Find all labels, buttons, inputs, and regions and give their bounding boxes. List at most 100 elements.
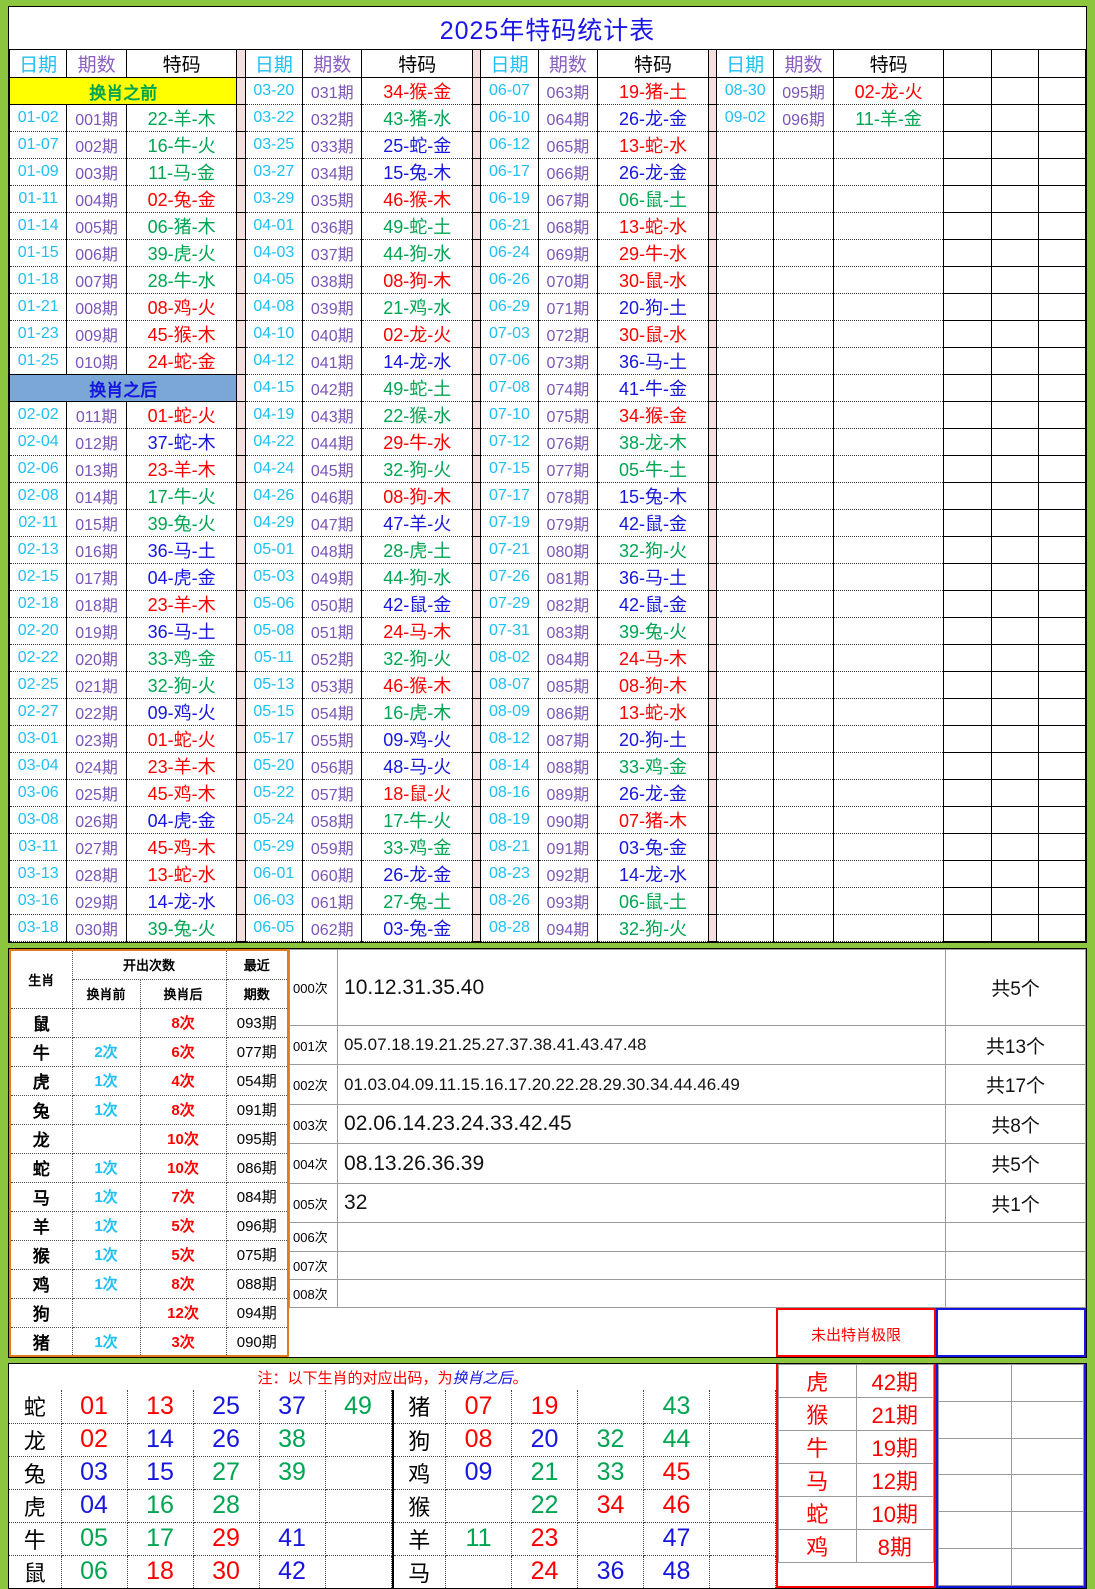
- frequency-numbers: 10.12.31.35.40: [337, 949, 946, 1026]
- cell-date: 03-16: [8, 887, 68, 915]
- zodiac-number-grid-right: 猪 07 19 43 狗 08 20 32 44 鸡 09 21 33 45 猴 22 34 46 羊 11 23 47 马…: [393, 1390, 776, 1588]
- col-header-issue: 期数: [66, 49, 127, 78]
- cell-issue: 070期: [537, 266, 599, 294]
- grid-number: 09: [445, 1456, 512, 1490]
- cell-date: [715, 725, 775, 753]
- col-header-code: 特码: [361, 49, 474, 78]
- zodiac-after-count: 8次: [140, 1008, 227, 1038]
- column-separator: [707, 239, 717, 267]
- cell-code: 20-狗-土: [597, 725, 709, 753]
- cell-issue: 031期: [302, 77, 363, 105]
- column-separator: [472, 347, 482, 375]
- column-separator: [236, 401, 246, 429]
- cell-issue: 017期: [66, 563, 127, 591]
- cell-date: 02-22: [8, 644, 68, 672]
- cell-issue: 072期: [537, 320, 599, 348]
- zodiac-row: 猪 1次 3次 090期: [10, 1327, 289, 1357]
- column-separator: [472, 131, 482, 159]
- grid-number: 11: [445, 1522, 512, 1556]
- cell-code: 24-马-木: [597, 644, 709, 672]
- limit-zodiac: 牛: [778, 1430, 857, 1464]
- blue-cell: [938, 1364, 1012, 1402]
- frequency-total: 共8个: [945, 1103, 1086, 1145]
- table-row: 03-06 025期 45-鸡-木 05-22 057期 18-鼠-火 08-16 089期 2…: [8, 779, 1087, 807]
- cell-issue: 076期: [537, 428, 599, 456]
- column-separator: [472, 752, 482, 780]
- column-separator: [236, 239, 246, 267]
- limit-row: 蛇 10期: [778, 1496, 934, 1530]
- frequency-row: 003次 02.06.14.23.24.33.42.45 共8个: [289, 1103, 1086, 1145]
- cell-issue: 061期: [302, 887, 363, 915]
- cell-code: 45-鸡-木: [125, 779, 238, 807]
- cell-date: 05-17: [244, 725, 304, 753]
- cell-code: [832, 239, 945, 267]
- blue-empty-box: [936, 1308, 1086, 1357]
- cell-issue: 046期: [302, 482, 363, 510]
- cell-issue: 049期: [302, 563, 363, 591]
- column-separator: [707, 725, 717, 753]
- column-separator: [472, 185, 482, 213]
- grid-number: [709, 1522, 776, 1556]
- zodiac-name: 猴: [10, 1240, 73, 1270]
- column-separator: [472, 671, 482, 699]
- cell-date: [715, 455, 775, 483]
- frequency-label: 002次: [289, 1064, 339, 1105]
- cell-code: 30-鼠-水: [597, 320, 709, 348]
- column-separator: [236, 158, 246, 186]
- spare-cell: [990, 617, 1039, 645]
- cell-code: 01-蛇-火: [125, 401, 238, 429]
- grid-number: 28: [193, 1489, 260, 1523]
- cell-issue: 066期: [537, 158, 599, 186]
- blue-cell: [938, 1548, 1012, 1586]
- column-separator: [707, 536, 717, 564]
- cell-issue: 062期: [302, 914, 363, 942]
- cell-issue: 093期: [537, 887, 599, 915]
- column-separator: [236, 104, 246, 132]
- spare-cell: [1037, 401, 1087, 429]
- grid-number: 45: [643, 1456, 710, 1490]
- zodiac-recent-issue: 090期: [226, 1327, 289, 1357]
- spare-cell: [990, 914, 1039, 942]
- spare-cell: [1037, 374, 1087, 402]
- cell-code: 03-兔-金: [597, 833, 709, 861]
- cell-code: 42-鼠-金: [597, 509, 709, 537]
- cell-issue: 043期: [302, 401, 363, 429]
- column-separator: [236, 860, 246, 888]
- column-separator: [236, 509, 246, 537]
- spare-cell: [990, 887, 1039, 915]
- column-separator: [472, 617, 482, 645]
- table-row: 02-15 017期 04-虎-金 05-03 049期 44-狗-水 07-26 081期 3…: [8, 563, 1087, 591]
- spare-cell: [990, 293, 1039, 321]
- grid-number: 26: [193, 1423, 260, 1457]
- frequency-total: [945, 1250, 1086, 1280]
- column-separator: [707, 752, 717, 780]
- cell-date: 06-17: [480, 158, 539, 186]
- zodiac-row: 兔 1次 8次 091期: [10, 1095, 289, 1125]
- cell-code: [832, 671, 945, 699]
- cell-issue: 003期: [66, 158, 127, 186]
- zodiac-recent-issue: 088期: [226, 1269, 289, 1299]
- frequency-row: 005次 32 共1个: [289, 1182, 1086, 1224]
- frequency-table: 000次 10.12.31.35.40 共5个 001次 05.07.18.19.21.…: [289, 949, 1086, 1309]
- zodiac-recent-issue: 084期: [226, 1182, 289, 1212]
- column-separator: [707, 293, 717, 321]
- bottom-note: 注：以下生肖的对应出码，为换肖之后。: [9, 1364, 776, 1390]
- cell-date: 04-01: [244, 212, 304, 240]
- top-header-row: 日期 期数 特码 日期 期数 特码 日期 期数 特码 日期 期数 特码: [8, 49, 1087, 78]
- spare-cell: [990, 401, 1039, 429]
- grid-number: 22: [511, 1489, 578, 1523]
- column-separator: [472, 401, 482, 429]
- frequency-row: 006次: [289, 1222, 1086, 1252]
- cell-issue: 084期: [537, 644, 599, 672]
- column-separator: [236, 590, 246, 618]
- cell-date: 07-06: [480, 347, 539, 375]
- table-row: 02-06 013期 23-羊-木 04-24 045期 32-狗-火 07-15 077期 0…: [8, 455, 1087, 483]
- cell-code: 28-牛-水: [125, 266, 238, 294]
- cell-issue: 067期: [537, 185, 599, 213]
- cell-date: 03-20: [244, 77, 304, 105]
- cell-code: [832, 266, 945, 294]
- grid-number: 13: [127, 1390, 194, 1424]
- page-title: 2025年特码统计表: [439, 17, 656, 45]
- cell-code: 37-蛇-木: [125, 428, 238, 456]
- table-row: 02-25 021期 32-狗-火 05-13 053期 46-猴-木 08-07 085期 0…: [8, 671, 1087, 699]
